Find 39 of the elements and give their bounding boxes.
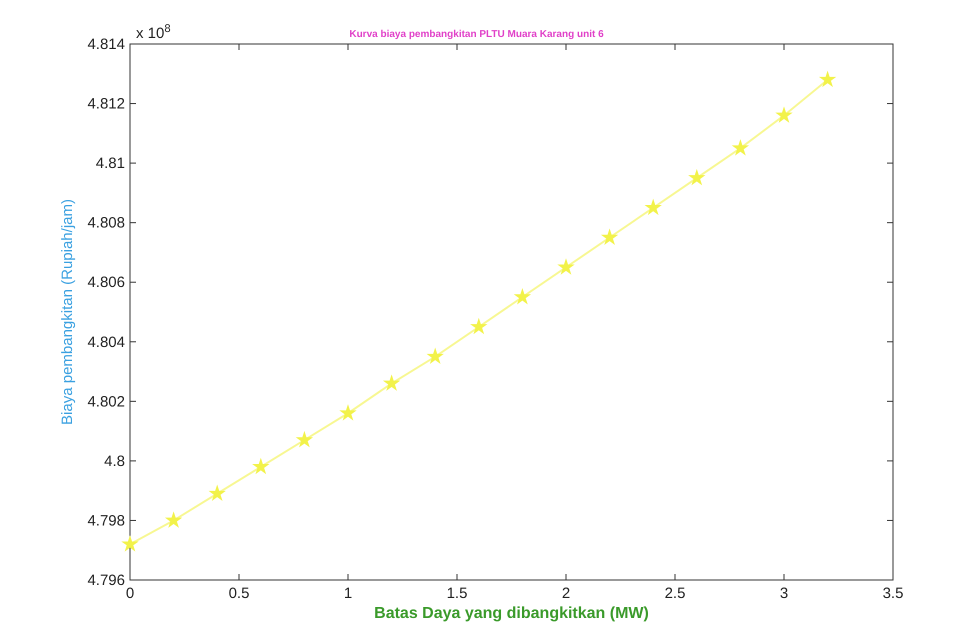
y-tick-label: 4.814	[87, 36, 125, 53]
point	[210, 486, 224, 500]
point	[776, 108, 792, 122]
point	[166, 513, 181, 527]
y-tick-label: 4.81	[96, 155, 125, 172]
x-tick-label: 0.5	[228, 585, 250, 602]
point	[820, 72, 835, 86]
point	[690, 170, 704, 184]
x-tick-label: 1	[344, 585, 352, 602]
y-tick-label: 4.808	[87, 214, 125, 232]
y-tick-label: 4.812	[87, 96, 125, 113]
y-tick-label: 4.798	[87, 512, 125, 530]
y-tick-label: 4.802	[87, 393, 125, 410]
x-axis-title: Batas Daya yang dibangkitkan (MW)	[374, 605, 649, 622]
x-tick-label: 3.5	[882, 585, 904, 602]
point	[558, 260, 574, 274]
y-tick-label: 4.8	[104, 452, 125, 470]
y-tick-label: 4.804	[87, 334, 125, 351]
point	[340, 406, 356, 420]
point	[428, 349, 442, 363]
point	[297, 432, 312, 446]
x-tick-label: 1.5	[446, 585, 468, 602]
x-tick-label: 2	[562, 585, 570, 602]
y-axis-title: Biaya pembangkitan (Rupiah/jam)	[59, 199, 76, 425]
chart-title: Kurva biaya pembangkitan PLTU Muara Karang unit 6	[349, 29, 604, 40]
text: x 10$^{8}$	[136, 23, 171, 42]
y-tick-label: 4.796	[87, 572, 125, 589]
point	[254, 460, 268, 473]
point	[646, 200, 660, 214]
point	[122, 536, 138, 550]
x-tick-label: 0	[126, 585, 134, 602]
y-tick-label: 4.806	[87, 274, 125, 292]
point	[602, 230, 617, 244]
point	[515, 290, 530, 304]
point	[472, 320, 486, 333]
point	[384, 376, 399, 390]
point	[733, 140, 748, 154]
x-tick-label: 3	[780, 585, 788, 602]
x-tick-label: 2.5	[664, 585, 686, 602]
